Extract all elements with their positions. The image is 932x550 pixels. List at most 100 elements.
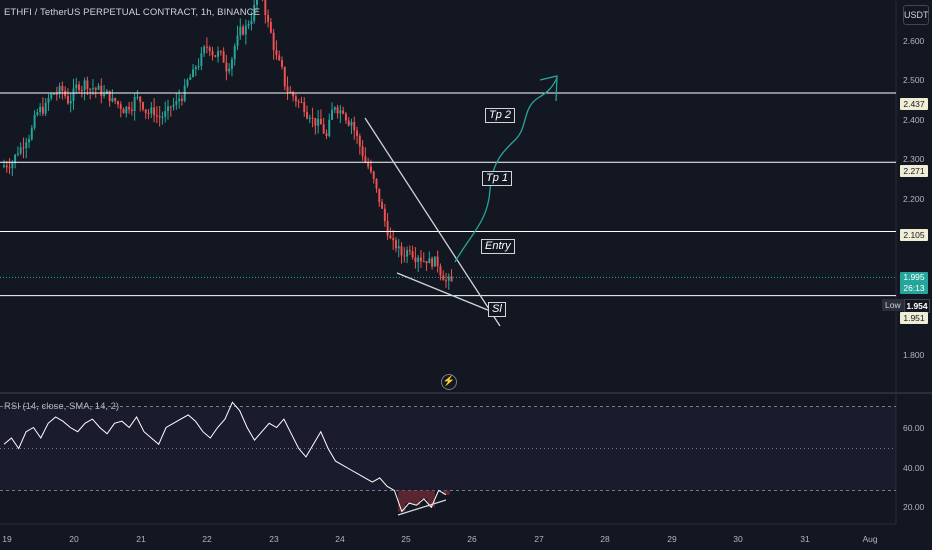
candle-body <box>319 118 322 125</box>
sl-price-tag: 1.951 <box>900 312 928 324</box>
candle-body <box>375 178 378 189</box>
tp1-label[interactable]: Tp 1 <box>482 171 513 186</box>
rsi-line <box>3 401 447 513</box>
time-axis-label: 20 <box>69 534 79 544</box>
candle-body <box>108 90 111 102</box>
trendline-drawings <box>364 75 558 327</box>
sl-label[interactable]: Sl <box>488 302 506 317</box>
candle-body <box>28 139 30 143</box>
candle-body <box>250 20 253 24</box>
candle-body <box>175 101 178 105</box>
candle-body <box>136 96 139 98</box>
candle-body <box>22 147 25 149</box>
rsi-axis-label: 40.00 <box>903 463 925 473</box>
candle-body <box>292 92 295 97</box>
candle-body <box>361 146 364 157</box>
candle-body <box>178 98 181 102</box>
candle-body <box>142 102 144 110</box>
time-axis-label: 21 <box>136 534 146 544</box>
candle-body <box>186 79 189 86</box>
rsi-oversold-fill <box>398 490 450 512</box>
candle-body <box>389 235 392 239</box>
low-price-tag: 1.954 <box>904 299 930 313</box>
candle-body <box>164 111 167 117</box>
price-axis-label: 2.300 <box>903 154 925 164</box>
rsi-title: RSI (14, close, SMA, 14, 2) <box>4 401 120 412</box>
currency-button[interactable]: USDT <box>903 5 929 25</box>
candle-body <box>303 102 306 112</box>
candle-body <box>417 257 420 263</box>
horizontal-levels <box>0 92 896 297</box>
current-price-tag: 1.995 26:13 <box>900 272 928 294</box>
wedge-lower-line <box>396 272 501 316</box>
rsi-axis-label: 20.00 <box>903 502 925 512</box>
candle-body <box>364 156 367 163</box>
candle-body <box>200 53 203 67</box>
flash-icon[interactable]: ⚡ <box>441 374 457 390</box>
candle-body <box>39 106 42 113</box>
candle-body <box>180 98 183 101</box>
price-axis-label: 2.400 <box>903 115 925 125</box>
candle-body <box>89 88 92 90</box>
time-axis-label: Aug <box>862 534 878 544</box>
candle-body <box>433 256 436 267</box>
rsi-pane <box>0 401 896 516</box>
candle-body <box>144 109 147 113</box>
candle-body <box>297 101 300 103</box>
candle-body <box>239 26 242 36</box>
candle-body <box>41 106 44 114</box>
projection-arrow-head <box>539 75 558 102</box>
candle-body <box>275 50 278 56</box>
candle-body <box>383 208 386 222</box>
candle-body <box>75 84 78 89</box>
candle-body <box>167 106 169 112</box>
candle-body <box>155 115 158 117</box>
candle-body <box>325 133 328 136</box>
candle-body <box>264 0 267 15</box>
candle-body <box>308 117 311 119</box>
price-axis-label: 1.800 <box>903 350 925 360</box>
candle-body <box>133 97 136 111</box>
candle-body <box>411 251 414 258</box>
candle-body <box>269 21 272 33</box>
candle-body <box>267 14 270 22</box>
price-axis-label: 2.200 <box>903 194 925 204</box>
candle-body <box>350 122 353 126</box>
candle-body <box>300 101 303 103</box>
candle-body <box>53 93 56 95</box>
candle-body <box>317 118 320 126</box>
candle-body <box>400 246 403 256</box>
candle-body <box>30 127 33 140</box>
time-axis-label: 19 <box>2 534 12 544</box>
candle-body <box>283 66 286 87</box>
time-axis-label: 30 <box>733 534 743 544</box>
tp2-label[interactable]: Tp 2 <box>485 108 516 123</box>
candle-body <box>105 90 108 95</box>
candle-body <box>344 113 347 121</box>
candle-body <box>314 118 317 126</box>
candle-body <box>381 202 384 209</box>
candle-body <box>447 276 450 281</box>
candle-body <box>205 46 208 48</box>
candle-body <box>94 88 97 90</box>
candle-body <box>139 96 142 103</box>
wedge-upper-line <box>364 117 501 327</box>
candle-body <box>219 51 222 53</box>
candle-body <box>367 162 370 167</box>
candle-body <box>311 117 314 119</box>
candle-body <box>403 255 406 257</box>
candle-body <box>91 88 94 90</box>
price-axis-label: 2.600 <box>903 36 925 46</box>
candle-body <box>222 51 225 63</box>
entry-label[interactable]: Entry <box>481 239 515 254</box>
candle-body <box>408 250 411 252</box>
candle-body <box>397 246 400 249</box>
candle-body <box>286 86 289 92</box>
candle-body <box>392 238 395 241</box>
candle-body <box>14 154 17 164</box>
time-axis-label: 28 <box>600 534 610 544</box>
candle-body <box>122 109 125 114</box>
candle-body <box>425 261 428 264</box>
candle-body <box>336 107 339 114</box>
